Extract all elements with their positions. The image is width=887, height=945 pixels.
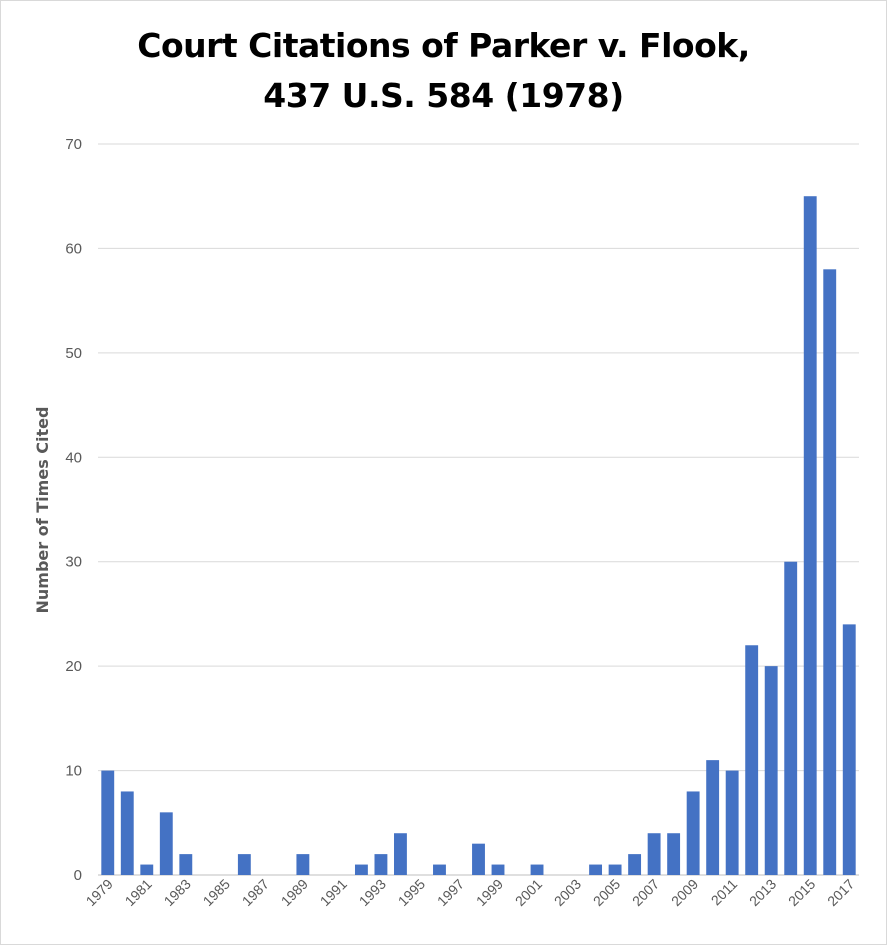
bar <box>784 561 798 875</box>
x-tick-label: 1999 <box>473 876 506 909</box>
chart-title-line-2: 437 U.S. 584 (1978) <box>263 76 624 115</box>
bar <box>823 269 837 875</box>
x-tick-label: 1987 <box>239 876 272 909</box>
bar <box>686 791 700 875</box>
bar <box>159 812 173 875</box>
bar <box>354 864 368 875</box>
bars <box>101 196 856 875</box>
x-tick-label: 1989 <box>278 876 311 909</box>
bar <box>589 864 603 875</box>
bar <box>120 791 134 875</box>
bar <box>608 864 622 875</box>
y-tick-label: 50 <box>65 345 82 362</box>
x-tick-label: 2003 <box>551 876 584 909</box>
y-axis-ticks: 0 10 20 30 40 50 60 70 <box>65 136 82 884</box>
y-tick-label: 20 <box>65 658 82 675</box>
x-tick-label: 1995 <box>395 876 428 909</box>
x-tick-label: 2001 <box>512 876 545 909</box>
y-axis-label: Number of Times Cited <box>33 407 52 614</box>
x-tick-label: 2009 <box>668 876 701 909</box>
y-tick-label: 70 <box>65 136 82 153</box>
bar <box>706 760 720 875</box>
x-tick-label: 2017 <box>824 876 857 909</box>
bar <box>472 843 485 875</box>
gridlines <box>98 143 859 876</box>
x-tick-label: 2011 <box>708 876 741 909</box>
bar <box>433 864 446 875</box>
x-tick-label: 1997 <box>434 876 467 909</box>
bar <box>764 666 778 875</box>
x-tick-label: 2007 <box>629 876 662 909</box>
bar <box>803 196 817 875</box>
y-tick-label: 60 <box>65 240 82 257</box>
bar <box>394 833 407 875</box>
x-tick-label: 1985 <box>200 876 233 909</box>
bar <box>745 645 759 875</box>
bar <box>667 833 681 875</box>
bar <box>530 864 544 875</box>
bar <box>647 833 661 875</box>
x-tick-label: 2015 <box>785 876 818 909</box>
bar <box>140 864 154 875</box>
y-tick-label: 10 <box>65 763 82 780</box>
bar <box>374 854 388 875</box>
x-tick-label: 1981 <box>122 876 155 909</box>
x-tick-label: 1983 <box>161 876 194 909</box>
x-tick-label: 2013 <box>746 876 779 909</box>
bar <box>296 854 310 875</box>
bar <box>725 770 739 875</box>
chart-title-line-1: Court Citations of Parker v. Flook, <box>137 26 750 65</box>
bar <box>491 864 505 875</box>
x-tick-label: 1993 <box>356 876 389 909</box>
bar <box>179 854 193 875</box>
x-tick-label: 1979 <box>83 876 116 909</box>
x-tick-label: 2005 <box>590 876 623 909</box>
bar <box>842 624 856 875</box>
bar <box>101 770 115 875</box>
y-tick-label: 40 <box>65 449 82 466</box>
y-tick-label: 30 <box>65 554 82 571</box>
x-axis-ticks: 1979 1981 1983 1985 1987 1989 1991 1993 1995 1997… <box>83 876 858 909</box>
y-tick-label: 0 <box>74 867 82 884</box>
bar <box>237 854 251 875</box>
bar <box>628 854 642 875</box>
x-tick-label: 1991 <box>317 876 350 909</box>
